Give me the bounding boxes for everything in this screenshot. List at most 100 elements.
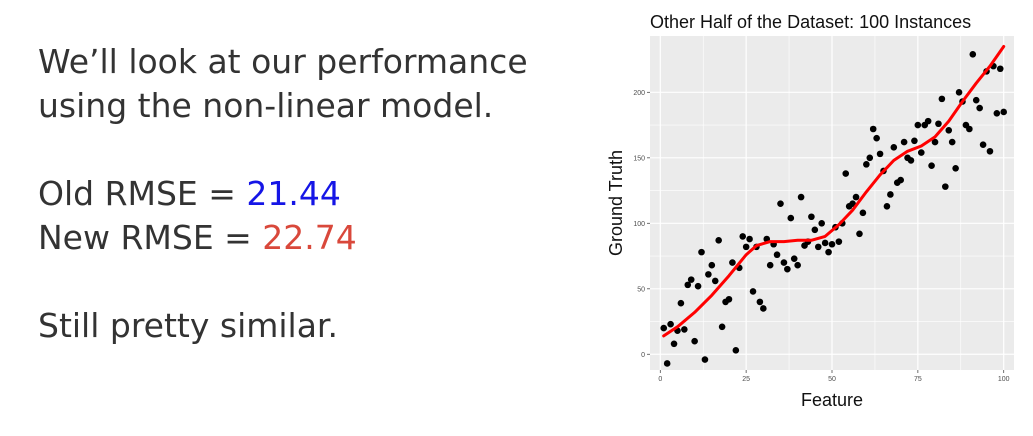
data-point xyxy=(818,220,825,227)
data-point xyxy=(969,51,977,58)
data-point xyxy=(938,95,946,103)
old-rmse-label: Old RMSE = xyxy=(38,174,247,213)
data-point xyxy=(972,96,980,104)
data-point xyxy=(911,137,918,145)
data-point xyxy=(945,127,953,134)
data-point xyxy=(797,193,805,201)
x-tick-label: 0 xyxy=(658,376,662,383)
data-point xyxy=(766,261,774,269)
data-point xyxy=(873,134,880,142)
intro-line-2: using the non-linear model. xyxy=(38,86,494,125)
major-grid xyxy=(650,36,1014,370)
data-point xyxy=(883,202,891,210)
data-point xyxy=(825,248,832,256)
data-point xyxy=(942,183,949,190)
data-point xyxy=(790,255,798,262)
data-point xyxy=(660,324,668,332)
data-point xyxy=(780,259,788,266)
data-point xyxy=(694,282,702,290)
data-point xyxy=(928,162,935,169)
data-point xyxy=(890,144,898,151)
data-point xyxy=(784,265,791,273)
data-point xyxy=(667,320,674,328)
data-point xyxy=(811,226,819,234)
data-point xyxy=(708,261,716,269)
data-point xyxy=(749,288,757,295)
data-point xyxy=(729,259,736,266)
data-point xyxy=(687,276,695,283)
data-point xyxy=(931,138,939,146)
data-point xyxy=(828,240,836,248)
x-axis-title: Feature xyxy=(801,390,863,410)
data-point xyxy=(966,125,973,133)
old-rmse-value: 21.44 xyxy=(246,174,341,213)
data-point xyxy=(979,141,987,149)
data-point xyxy=(914,121,922,129)
data-point xyxy=(907,157,915,164)
data-point xyxy=(842,170,850,177)
data-point xyxy=(739,233,747,240)
data-point xyxy=(859,209,867,217)
data-point xyxy=(808,213,815,221)
data-point xyxy=(756,298,764,306)
data-point xyxy=(993,109,1001,117)
data-point xyxy=(996,65,1004,73)
x-axis: 0 25 50 75 100 xyxy=(658,370,1010,383)
data-point xyxy=(876,150,884,158)
data-point xyxy=(948,138,956,146)
data-point xyxy=(852,193,860,201)
y-tick-label: 200 xyxy=(633,90,645,97)
data-point xyxy=(684,281,692,289)
data-point xyxy=(814,243,822,251)
data-point xyxy=(856,230,863,238)
data-point xyxy=(869,125,877,133)
x-tick-label: 100 xyxy=(998,376,1010,383)
y-tick-label: 50 xyxy=(637,286,645,293)
data-point xyxy=(863,161,870,168)
data-point xyxy=(701,356,709,363)
data-point xyxy=(773,251,781,259)
data-point xyxy=(698,248,705,256)
fit-line xyxy=(662,45,1006,338)
data-point xyxy=(760,305,767,312)
data-point xyxy=(866,154,874,162)
data-point xyxy=(711,277,719,285)
old-rmse-line: Old RMSE = 21.44 xyxy=(38,172,558,216)
new-rmse-label: New RMSE = xyxy=(38,218,263,257)
data-point xyxy=(705,271,712,278)
slide-text: We’ll look at our performance using the … xyxy=(38,40,558,348)
data-point xyxy=(976,104,983,112)
data-point xyxy=(787,214,795,222)
data-point xyxy=(794,261,801,269)
data-point xyxy=(897,176,904,184)
data-point xyxy=(849,200,856,207)
conclusion-line: Still pretty similar. xyxy=(38,306,338,345)
data-point xyxy=(935,120,942,128)
data-point xyxy=(917,149,925,156)
new-rmse-line: New RMSE = 22.74 xyxy=(38,216,558,260)
data-point xyxy=(725,295,733,303)
data-point xyxy=(742,243,750,251)
data-point xyxy=(663,360,671,367)
y-axis-title: Ground Truth xyxy=(606,150,626,256)
data-point xyxy=(955,89,963,96)
data-point xyxy=(821,239,829,247)
data-point xyxy=(715,237,722,244)
data-point xyxy=(777,200,784,207)
chart-title: Other Half of the Dataset: 100 Instances xyxy=(650,12,972,32)
scatter-chart: 0 50 100 150 200 0 25 50 75 100 Feature Ground T… xyxy=(606,36,1014,410)
x-tick-label: 75 xyxy=(914,376,922,383)
data-point xyxy=(691,337,698,345)
y-tick-label: 0 xyxy=(641,352,645,359)
data-point xyxy=(1000,108,1007,116)
data-point xyxy=(835,238,843,245)
new-rmse-value: 22.74 xyxy=(262,218,357,257)
data-point xyxy=(887,191,894,198)
data-point xyxy=(952,164,959,172)
x-tick-label: 25 xyxy=(742,376,750,383)
x-tick-label: 50 xyxy=(828,376,836,383)
data-point xyxy=(746,235,753,243)
data-point xyxy=(670,340,678,348)
data-point xyxy=(924,117,932,125)
data-point xyxy=(986,147,994,155)
